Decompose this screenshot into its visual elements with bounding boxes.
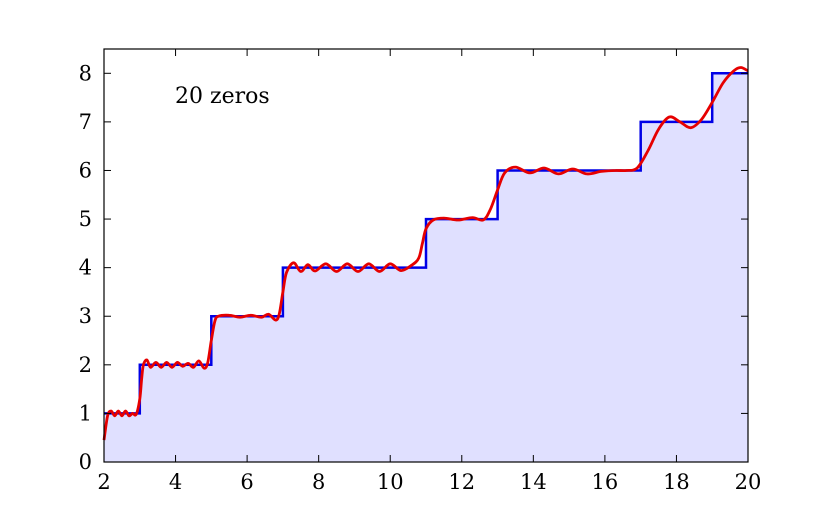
x-tick-label: 12 (448, 470, 475, 494)
x-tick-label: 2 (97, 470, 110, 494)
zeros-count-annotation: 20 zeros (175, 84, 270, 109)
x-tick-label: 14 (520, 470, 547, 494)
y-tick-label: 4 (79, 256, 92, 280)
x-tick-label: 10 (377, 470, 404, 494)
y-tick-label: 0 (79, 450, 92, 474)
y-tick-label: 1 (79, 401, 92, 425)
x-tick-label: 4 (169, 470, 182, 494)
plot-frame (103, 48, 749, 463)
y-tick-label: 8 (79, 61, 92, 85)
y-tick-label: 5 (79, 207, 92, 231)
x-tick-label: 6 (240, 470, 253, 494)
x-tick-label: 8 (312, 470, 325, 494)
y-tick-label: 6 (79, 158, 92, 182)
x-tick-label: 20 (735, 470, 762, 494)
y-tick-label: 7 (79, 110, 92, 134)
x-tick-label: 18 (663, 470, 690, 494)
zeros-approximation-curve (102, 66, 749, 441)
x-tick-label: 16 (592, 470, 619, 494)
y-tick-label: 3 (79, 304, 92, 328)
y-tick-label: 2 (79, 353, 92, 377)
